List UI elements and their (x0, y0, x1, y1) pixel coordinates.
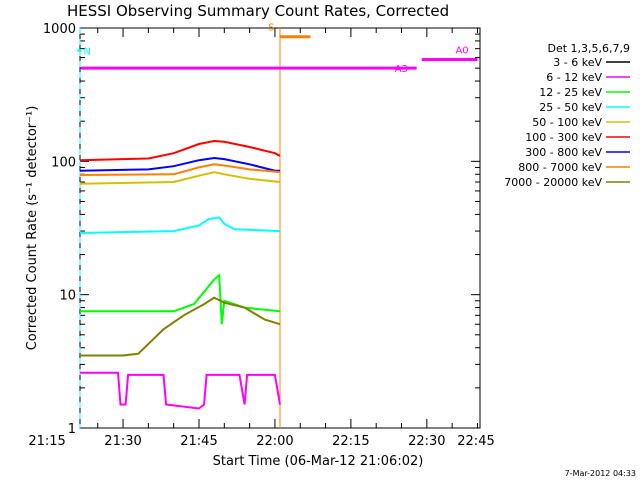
x-tick-label: 21:45 (180, 434, 217, 449)
series-line (79, 171, 281, 185)
series-line (79, 163, 281, 176)
x-axis: 21:15 21:30 21:45 22:00 22:15 22:30 22:45 (28, 28, 495, 449)
x-tick-label: 22:45 (457, 434, 494, 449)
x-tick-label: 21:30 (104, 434, 141, 449)
y-tick-label: 100 (51, 155, 76, 170)
x-tick-label: 21:15 (28, 434, 65, 449)
annotations: N S A0 A3 (77, 23, 478, 428)
chart-title: HESSI Observing Summary Count Rates, Cor… (67, 2, 449, 20)
x-tick-label: 22:30 (408, 434, 445, 449)
legend-label: 6 - 12 keV (546, 71, 602, 84)
legend-header: Det 1,3,5,6,7,9 (547, 42, 630, 55)
y-tick-label: 10 (59, 289, 76, 304)
legend-label: 3 - 6 keV (553, 56, 602, 69)
legend: Det 1,3,5,6,7,9 3 - 6 keV 6 - 12 keV 12 - … (504, 42, 630, 189)
footer-date: 7-Mar-2012 04:33 (565, 469, 636, 478)
y-tick-label: 1000 (43, 22, 76, 37)
legend-label: 12 - 25 keV (539, 86, 602, 99)
series-line (79, 139, 281, 162)
annotation-label: N (83, 46, 90, 57)
legend-label: 7000 - 20000 keV (504, 176, 602, 189)
annotation-label: A3 (395, 64, 408, 75)
x-tick-label: 22:00 (256, 434, 293, 449)
legend-label: 50 - 100 keV (532, 116, 602, 129)
y-tick-label: 1 (68, 422, 76, 437)
data-series (79, 139, 281, 410)
x-axis-label: Start Time (06-Mar-12 21:06:02) (213, 454, 424, 469)
series-line (80, 296, 281, 357)
series-line (79, 156, 280, 172)
annotation-label: A0 (455, 46, 468, 57)
legend-label: 25 - 50 keV (539, 101, 602, 114)
y-axis: 1 10 100 1000 (43, 22, 480, 437)
legend-label: 300 - 800 keV (525, 146, 602, 159)
y-axis-label: Corrected Count Rate (s⁻¹ detector⁻¹) (25, 106, 40, 351)
legend-label: 100 - 300 keV (525, 131, 602, 144)
legend-label: 800 - 7000 keV (518, 161, 602, 174)
x-tick-label: 22:15 (332, 434, 369, 449)
annotation-label: S (268, 23, 274, 34)
series-line (79, 216, 281, 234)
series-line (80, 371, 281, 410)
